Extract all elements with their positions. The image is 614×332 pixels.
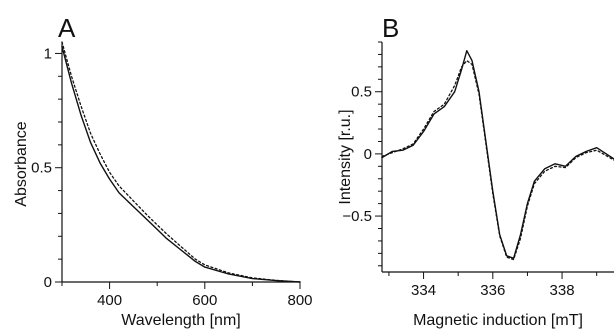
y-axis-title-b: Intensity [r.u.] bbox=[337, 109, 354, 204]
x-tick-label-a: 600 bbox=[192, 292, 217, 309]
x-axis-title-a: Wavelength [nm] bbox=[121, 312, 240, 329]
x-tick-label-b: 336 bbox=[480, 282, 505, 299]
x-tick-label-b: 334 bbox=[411, 282, 436, 299]
y-tick-label-a: 0 bbox=[44, 274, 52, 291]
panel-b: B 334 336 338 −0.5 0 0.5 Magnetic induction [mT… bbox=[337, 13, 614, 329]
series-solid-line-b bbox=[381, 50, 614, 259]
x-tick-label-b: 338 bbox=[550, 282, 575, 299]
y-tick-label-a: 0.5 bbox=[31, 160, 52, 177]
panel-a: A 400 600 800 0 0.5 1 Wavelength [nm] Absorbance bbox=[13, 13, 313, 329]
y-tick-label-b: 0.5 bbox=[351, 84, 372, 101]
panel-letter-b: B bbox=[382, 13, 399, 43]
y-tick-label-b: −0.5 bbox=[342, 208, 372, 225]
x-tick-label-a: 400 bbox=[97, 292, 122, 309]
y-tick-label-a: 1 bbox=[44, 45, 52, 62]
series-dotted-line-b bbox=[381, 59, 614, 261]
x-tick-label-a: 800 bbox=[287, 292, 312, 309]
series-dotted-line-a bbox=[61, 41, 301, 283]
panel-letter-a: A bbox=[58, 13, 76, 43]
series-solid-line-a bbox=[61, 45, 301, 283]
y-tick-label-b: 0 bbox=[364, 146, 372, 163]
x-axis-title-b: Magnetic induction [mT] bbox=[413, 312, 583, 329]
y-axis-title-a: Absorbance bbox=[13, 121, 30, 206]
